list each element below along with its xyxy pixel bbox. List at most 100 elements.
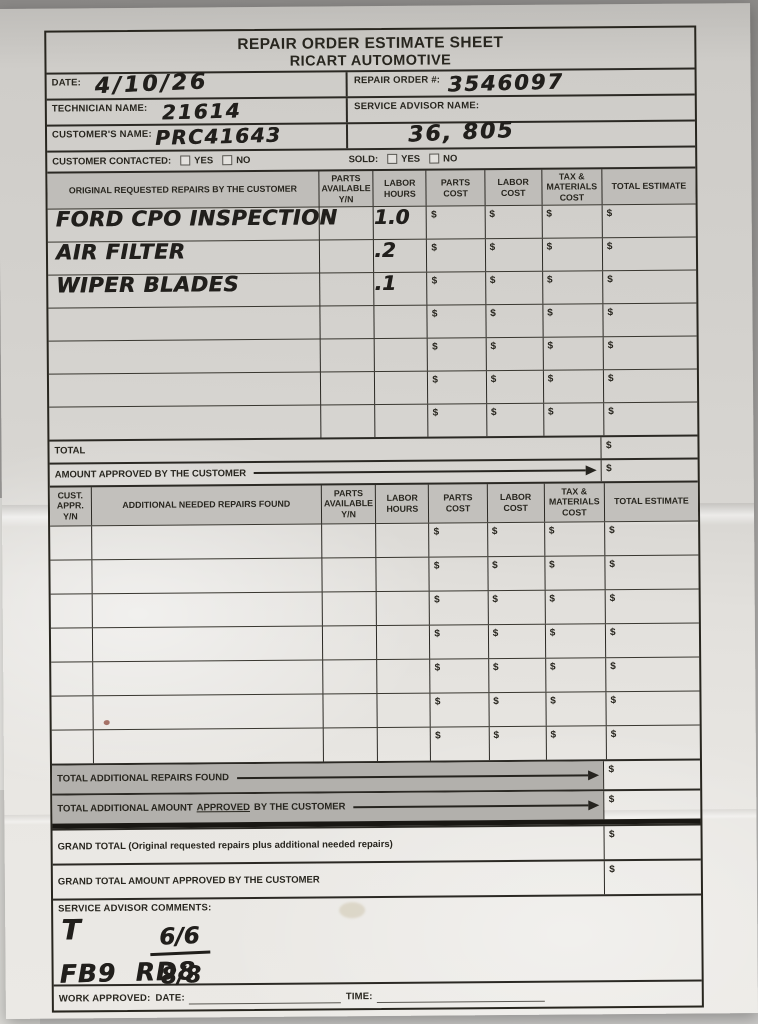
parts-cost-cell: $ xyxy=(429,658,489,693)
tax-materials-cell: $ xyxy=(541,204,602,238)
customer-name-label: CUSTOMER'S NAME: xyxy=(51,128,152,141)
repair-description-cell: WIPER BLADES xyxy=(48,272,319,307)
tax-materials-cell: $ xyxy=(542,336,603,370)
service-advisor-label: SERVICE ADVISOR NAME: xyxy=(354,100,480,113)
labor-cost-cell: $ xyxy=(486,522,545,556)
parts-available-cell xyxy=(321,625,377,660)
repair-description-cell xyxy=(91,558,322,593)
comment-handwritten-t: T xyxy=(61,913,81,947)
total-estimate-cell: $ xyxy=(604,589,699,623)
parts-cost-cell: $ xyxy=(429,590,488,625)
parts-available-cell xyxy=(322,727,378,762)
parts-available-cell xyxy=(322,693,377,728)
labor-cost-cell: $ xyxy=(485,304,543,337)
time-signature-line xyxy=(376,988,545,1003)
repair-description-cell xyxy=(91,660,323,695)
customer-name-field: CUSTOMER'S NAME: PRC41643 xyxy=(46,122,349,151)
additional-repairs-header-row: CUST. APPR. Y/N ADDITIONAL NEEDED REPAIR… xyxy=(49,480,699,526)
repair-description xyxy=(92,553,100,582)
parts-cost-cell: $ xyxy=(429,624,488,659)
total-estimate-cell: $ xyxy=(605,691,700,725)
repair-description-cell xyxy=(92,694,323,729)
labor-hours-cell xyxy=(374,404,428,437)
tax-materials-cell: $ xyxy=(542,369,604,403)
parts-available-cell xyxy=(318,272,374,306)
total-estimate-cell: $ xyxy=(601,237,697,270)
labor-cost-cell: $ xyxy=(485,370,543,403)
customer-contacted-group: CUSTOMER CONTACTED: YES NO xyxy=(47,154,348,168)
labor-hours-cell xyxy=(373,338,428,371)
parts-cost-cell: $ xyxy=(426,271,486,305)
cust-appr-cell xyxy=(50,560,91,593)
tax-materials-cell: $ xyxy=(542,303,603,337)
repair-description: WIPER BLADES xyxy=(56,271,240,298)
customer-row: CUSTOMER'S NAME: PRC41643 36, 805 xyxy=(46,118,696,151)
amount-approved-label: AMOUNT APPROVED BY THE CUSTOMER xyxy=(54,467,247,481)
label-part: BY THE CUSTOMER xyxy=(253,801,346,814)
parts-available-cell xyxy=(319,371,375,405)
repair-order-field: REPAIR ORDER #: 3546097 xyxy=(348,70,695,97)
col-cust-appr: CUST. APPR. Y/N xyxy=(56,490,84,522)
labor-cost-cell: $ xyxy=(485,403,544,436)
additional-repairs-body: $ $ $ $ $ $ $ $ $ $ $ $ $ $ $ $ $ $ xyxy=(50,520,700,764)
repair-description xyxy=(49,334,57,363)
labor-hours-value: .2 xyxy=(374,237,396,262)
col-labor-hours: LABOR HOURS xyxy=(375,484,429,523)
form-title-block: REPAIR ORDER ESTIMATE SHEET RICART AUTOM… xyxy=(46,28,694,73)
service-advisor-field: SERVICE ADVISOR NAME: xyxy=(348,96,695,122)
service-advisor-comments-section: SERVICE ADVISOR COMMENTS: T 6/6 8/8 FB9 … xyxy=(53,893,702,990)
total-estimate-cell: $ xyxy=(602,270,697,303)
repair-description xyxy=(93,723,101,752)
parts-cost-cell: $ xyxy=(429,692,489,727)
cust-appr-cell xyxy=(50,526,91,559)
odometer-field: 36, 805 xyxy=(348,118,695,148)
total-additional-cell: $ xyxy=(603,760,701,790)
customer-contacted-no-checkbox xyxy=(222,155,233,166)
col-parts-available: PARTS AVAILABLE Y/N xyxy=(320,484,376,524)
parts-cost-cell: $ xyxy=(427,370,486,404)
tax-materials-cell: $ xyxy=(545,691,606,726)
repair-description-cell xyxy=(92,728,323,763)
parts-cost-cell: $ xyxy=(428,522,488,557)
labor-cost-cell: $ xyxy=(487,590,545,624)
total-estimate-cell: $ xyxy=(605,657,700,691)
fraction-top: 6/6 xyxy=(148,922,211,957)
labor-cost-cell: $ xyxy=(484,271,543,304)
labor-hours-cell xyxy=(376,625,430,659)
col-total-estimate: TOTAL ESTIMATE xyxy=(601,168,696,205)
parts-cost-cell: $ xyxy=(430,726,489,761)
tax-materials-cell: $ xyxy=(543,521,605,556)
tax-materials-cell: $ xyxy=(545,725,606,760)
yes-label: YES xyxy=(401,153,421,165)
parts-available-cell xyxy=(321,591,377,626)
col-labor-cost: LABOR COST xyxy=(484,169,542,206)
tax-materials-cell: $ xyxy=(544,657,606,692)
parts-available-cell xyxy=(319,305,374,339)
table-row: $ $ $ $ xyxy=(51,656,700,696)
technician-label: TECHNICIAN NAME: xyxy=(51,103,148,115)
arrow-line xyxy=(254,469,587,475)
total-estimate-cell: $ xyxy=(605,725,700,759)
labor-hours-value: 1.0 xyxy=(373,204,410,229)
table-row: $ $ $ $ xyxy=(51,690,700,730)
tax-materials-cell: $ xyxy=(542,402,604,436)
repair-description: AIR FILTER xyxy=(55,239,186,265)
col-parts-cost: PARTS COST xyxy=(428,483,487,523)
grand-total-approved-cell: $ xyxy=(604,860,702,895)
arrow-head-icon xyxy=(586,465,598,476)
comment-handwritten-codes: FB9 RD8 xyxy=(59,956,197,989)
repair-description xyxy=(48,301,56,330)
parts-available-cell xyxy=(321,557,376,592)
labor-hours-cell xyxy=(376,693,431,727)
table-row: $ $ $ $ xyxy=(49,401,698,440)
sold-no-checkbox xyxy=(429,153,440,165)
parts-available-cell xyxy=(319,338,375,372)
tax-materials-cell: $ xyxy=(544,589,605,624)
table-row: $ $ $ $ xyxy=(48,301,697,341)
labor-hours-cell xyxy=(374,371,428,404)
parts-available-cell xyxy=(320,404,375,438)
label-part-underlined: APPROVED xyxy=(196,802,250,814)
repair-description xyxy=(93,655,101,684)
labor-cost-cell: $ xyxy=(484,238,542,271)
sold-yes-checkbox xyxy=(387,154,398,165)
